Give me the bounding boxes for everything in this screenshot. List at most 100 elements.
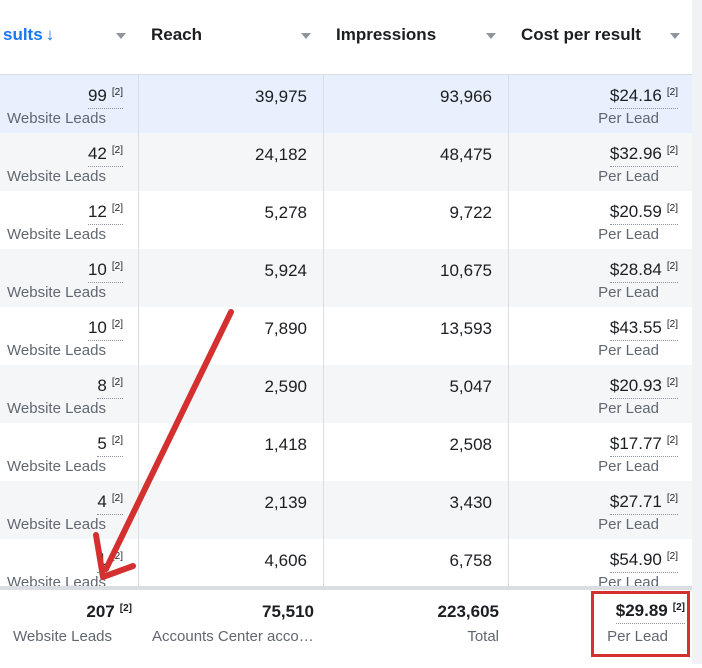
footnote-marker: [2] xyxy=(111,261,123,272)
results-cell: 10 [2] Website Leads xyxy=(0,307,138,365)
footnote-marker: [2] xyxy=(666,145,678,156)
totals-results-cell: 207 [2] Website Leads xyxy=(0,590,138,648)
reach-value: 2,590 xyxy=(264,377,307,396)
cost-type: Per Lead xyxy=(598,458,659,475)
reach-cell: 5,924 xyxy=(139,249,323,307)
cost-type: Per Lead xyxy=(598,284,659,301)
reach-value: 1,418 xyxy=(264,435,307,454)
totals-reach-cell: 75,510 Accounts Center acco… xyxy=(139,590,323,648)
results-type: Website Leads xyxy=(7,110,106,127)
cost-value[interactable]: $20.93 [2] xyxy=(609,377,678,399)
impressions-cell: 93,966 xyxy=(324,75,508,133)
results-type: Website Leads xyxy=(7,342,106,359)
cost-cell: $20.59 [2] Per Lead xyxy=(509,191,692,249)
reach-value: 2,139 xyxy=(264,493,307,512)
reach-cell: 4,606 xyxy=(139,539,323,597)
results-value[interactable]: 10 [2] xyxy=(87,319,123,341)
results-value[interactable]: 10 [2] xyxy=(87,261,123,283)
cost-value[interactable]: $24.16 [2] xyxy=(609,87,678,109)
footnote-marker: [2] xyxy=(111,435,123,446)
cost-header-label: Cost per result xyxy=(521,25,641,44)
results-value[interactable]: 8 [2] xyxy=(97,377,123,399)
impressions-value: 6,758 xyxy=(449,551,492,570)
footnote-marker: [2] xyxy=(119,603,132,614)
footnote-marker: [2] xyxy=(672,602,685,613)
table-row[interactable]: 12 [2] Website Leads 5,278 9,722 $20.59 [2] Per… xyxy=(0,191,692,249)
footnote-marker: [2] xyxy=(111,493,123,504)
results-cell: 4 [2] Website Leads xyxy=(0,481,138,539)
footnote-marker: [2] xyxy=(666,493,678,504)
table-row[interactable]: 8 [2] Website Leads 2,590 5,047 $20.93 [2] Per … xyxy=(0,365,692,423)
reach-cell: 1,418 xyxy=(139,423,323,481)
caret-down-icon[interactable] xyxy=(670,33,680,39)
column-header-impressions[interactable]: Impressions xyxy=(324,0,508,74)
cost-value[interactable]: $17.77 [2] xyxy=(609,435,678,457)
column-divider xyxy=(138,0,139,664)
caret-down-icon[interactable] xyxy=(301,33,311,39)
table-row[interactable]: 42 [2] Website Leads 24,182 48,475 $32.96 [2] P… xyxy=(0,133,692,191)
column-header-reach[interactable]: Reach xyxy=(139,0,323,74)
results-type: Website Leads xyxy=(7,284,106,301)
totals-impressions-cell: 223,605 Total xyxy=(324,590,508,648)
results-value[interactable]: 12 [2] xyxy=(87,203,123,225)
totals-cost-cell: $29.89 [2] Per Lead xyxy=(509,590,692,648)
results-value[interactable]: 99 [2] xyxy=(87,87,123,109)
cost-value[interactable]: $43.55 [2] xyxy=(609,319,678,341)
footnote-marker: [2] xyxy=(666,87,678,98)
results-type: Website Leads xyxy=(7,458,106,475)
results-value[interactable]: 5 [2] xyxy=(97,435,123,457)
totals-results-type: Website Leads xyxy=(13,628,112,645)
table-row[interactable]: 5 [2] Website Leads 1,418 2,508 $17.77 [2] Per … xyxy=(0,423,692,481)
cost-value[interactable]: $27.71 [2] xyxy=(609,493,678,515)
impressions-value: 13,593 xyxy=(440,319,492,338)
reach-cell: 24,182 xyxy=(139,133,323,191)
totals-cost-type: Per Lead xyxy=(607,628,668,645)
results-cell: 99 [2] Website Leads xyxy=(0,75,138,133)
cost-value[interactable]: $32.96 [2] xyxy=(609,145,678,167)
totals-reach-type[interactable]: Accounts Center acco… xyxy=(152,628,314,645)
results-cell: 42 [2] Website Leads xyxy=(0,133,138,191)
table-row[interactable]: 10 [2] Website Leads 5,924 10,675 $28.84 [2] Pe… xyxy=(0,249,692,307)
cost-value[interactable]: $54.90 [2] xyxy=(609,551,678,573)
results-value[interactable]: 42 [2] xyxy=(87,145,123,167)
reach-value: 7,890 xyxy=(264,319,307,338)
column-header-results[interactable]: sults ↓ xyxy=(0,0,138,74)
impressions-value: 9,722 xyxy=(449,203,492,222)
impressions-value: 48,475 xyxy=(440,145,492,164)
cost-type: Per Lead xyxy=(598,400,659,417)
column-header-cost-per-result[interactable]: Cost per result xyxy=(509,0,692,74)
cost-type: Per Lead xyxy=(598,168,659,185)
results-value[interactable]: 4 [2] xyxy=(97,493,123,515)
impressions-cell: 5,047 xyxy=(324,365,508,423)
caret-down-icon[interactable] xyxy=(486,33,496,39)
results-header-label: sults xyxy=(3,25,43,44)
table-row[interactable]: 10 [2] Website Leads 7,890 13,593 $43.55 [2] Pe… xyxy=(0,307,692,365)
table-totals-row: 207 [2] Website Leads 75,510 Accounts Cen… xyxy=(0,586,692,668)
reach-value: 5,278 xyxy=(264,203,307,222)
results-type: Website Leads xyxy=(7,226,106,243)
table-row[interactable]: 99 [2] Website Leads 39,975 93,966 $24.16 [2] P… xyxy=(0,75,692,133)
results-type: Website Leads xyxy=(7,400,106,417)
totals-impressions-type: Total xyxy=(467,628,499,645)
reach-header-label: Reach xyxy=(151,25,203,44)
reach-cell: 5,278 xyxy=(139,191,323,249)
reach-cell: 39,975 xyxy=(139,75,323,133)
footnote-marker: [2] xyxy=(111,203,123,214)
cost-value[interactable]: $20.59 [2] xyxy=(609,203,678,225)
cost-cell: $24.16 [2] Per Lead xyxy=(509,75,692,133)
table-row[interactable]: 4 [2] Website Leads 2,139 3,430 $27.71 [2] Per … xyxy=(0,481,692,539)
impressions-value: 93,966 xyxy=(440,87,492,106)
cost-cell: $28.84 [2] Per Lead xyxy=(509,249,692,307)
cost-cell: $27.71 [2] Per Lead xyxy=(509,481,692,539)
results-type: Website Leads xyxy=(7,168,106,185)
totals-results-value: 207 [2] xyxy=(86,602,132,621)
reach-cell: 2,590 xyxy=(139,365,323,423)
impressions-cell: 10,675 xyxy=(324,249,508,307)
results-value[interactable]: 1 [2] xyxy=(97,551,123,573)
column-divider xyxy=(508,0,509,664)
totals-cost-value[interactable]: $29.89 [2] xyxy=(615,602,685,624)
cost-cell: $43.55 [2] Per Lead xyxy=(509,307,692,365)
caret-down-icon[interactable] xyxy=(116,33,126,39)
cost-value[interactable]: $28.84 [2] xyxy=(609,261,678,283)
